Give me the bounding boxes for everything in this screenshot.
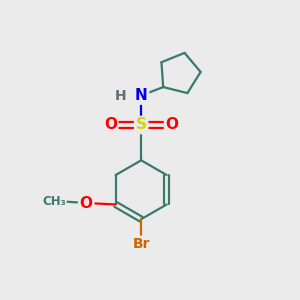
Text: Br: Br — [132, 237, 150, 251]
Text: N: N — [135, 88, 148, 103]
Text: S: S — [136, 118, 147, 133]
Text: O: O — [80, 196, 93, 211]
Text: CH₃: CH₃ — [42, 195, 66, 208]
Text: O: O — [104, 118, 117, 133]
Text: O: O — [166, 118, 178, 133]
Text: H: H — [115, 88, 126, 103]
